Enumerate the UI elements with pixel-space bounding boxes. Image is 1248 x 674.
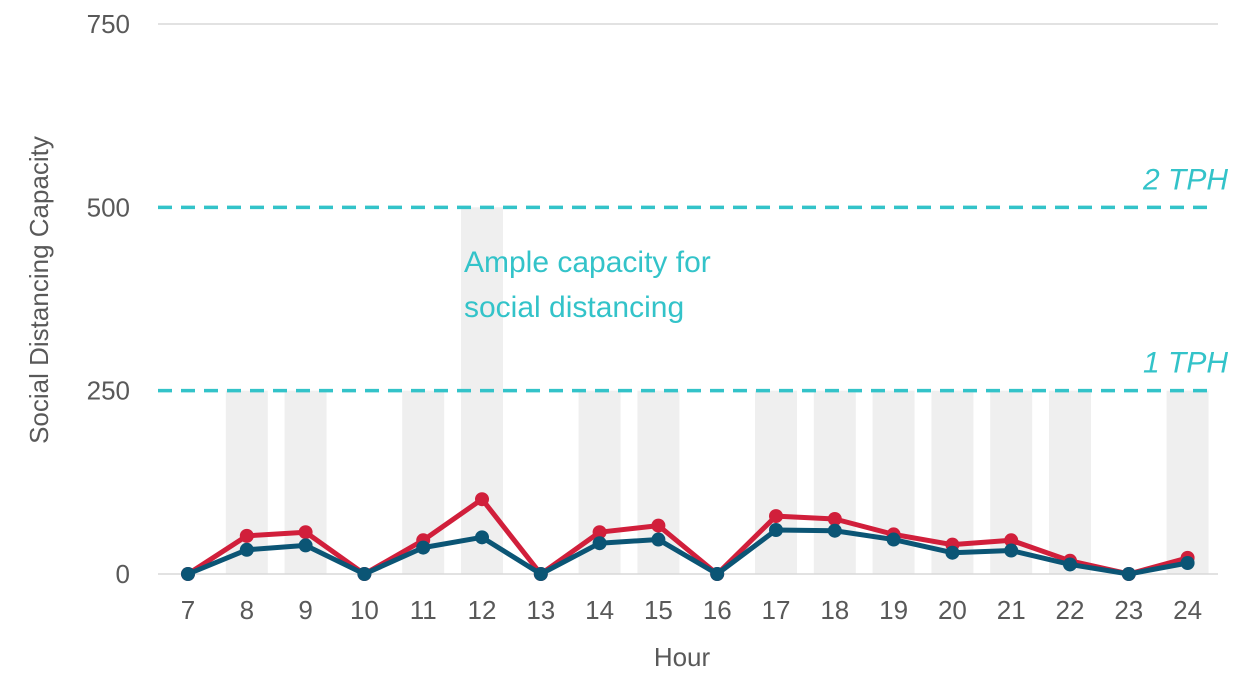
y-tick-labels: 0 250 500 750 [87,9,130,589]
series-0-point-17 [769,509,783,524]
series-0-point-15 [651,518,666,533]
series-1-point-11 [416,540,431,555]
x-tick-20: 20 [938,595,967,625]
gridlines [158,23,1218,575]
reference-line-label-1: 1 TPH [1143,347,1228,380]
series-1-point-7 [181,567,195,581]
x-tick-24: 24 [1173,595,1202,625]
annotation-line-2: social distancing [464,291,684,324]
x-tick-11: 11 [410,595,437,625]
highlight-bar-18 [813,390,856,574]
series-1-point-22 [1063,557,1077,572]
x-tick-12: 12 [468,595,497,625]
highlight-bar-22 [1049,390,1091,574]
y-tick-500: 500 [87,192,130,222]
x-tick-10: 10 [350,595,379,625]
series-1-point-15 [651,532,666,547]
series-1-point-12 [475,530,489,545]
series-0-point-18 [827,512,842,526]
series-1-point-10 [357,567,372,581]
x-tick-21: 21 [997,595,1026,625]
series-1-point-8 [239,542,254,557]
series-1-point-17 [769,523,783,537]
x-tick-22: 22 [1056,595,1085,625]
y-tick-250: 250 [87,376,130,406]
x-tick-7: 7 [181,595,195,625]
highlight-bar-17 [755,390,797,574]
x-tick-13: 13 [526,595,555,625]
series-1-point-16 [710,567,725,581]
y-tick-750: 750 [87,9,130,39]
series-1-point-13 [533,567,548,581]
series-0-point-8 [239,528,254,543]
series-lines [181,492,1195,581]
x-tick-15: 15 [644,595,673,625]
highlight-bar-24 [1166,390,1209,574]
y-axis-title: Social Distancing Capacity [24,136,54,444]
x-axis-title: Hour [654,642,711,672]
x-tick-18: 18 [820,595,849,625]
series-0-point-14 [592,525,607,540]
series-1-line [187,527,1189,577]
series-1-point-9 [298,538,313,553]
series-1-point-14 [592,536,607,551]
reference-lines: 2 TPH 1 TPH [158,163,1228,393]
x-tick-17: 17 [762,595,791,625]
x-tick-14: 14 [585,595,614,625]
series-0-point-9 [298,525,313,540]
x-tick-16: 16 [703,595,732,625]
y-tick-0: 0 [116,559,130,589]
x-tick-19: 19 [879,595,908,625]
x-tick-labels: 7 8 9 10 11 12 13 14 15 16 17 18 19 20 21 22 23 24 [181,595,1202,625]
annotation-line-1: Ample capacity for [464,246,711,279]
x-tick-9: 9 [298,595,312,625]
x-tick-8: 8 [240,595,254,625]
series-1-point-21 [1004,543,1019,558]
series-1-point-23 [1121,567,1136,581]
series-1-point-24 [1180,556,1195,570]
series-1-point-18 [827,523,842,538]
series-1-point-20 [945,545,960,560]
reference-line-label-0: 2 TPH [1142,163,1228,196]
series-1-point-19 [886,532,901,547]
x-tick-23: 23 [1114,595,1143,625]
series-0-point-12 [475,492,489,507]
series-0-point-21 [1004,533,1019,548]
